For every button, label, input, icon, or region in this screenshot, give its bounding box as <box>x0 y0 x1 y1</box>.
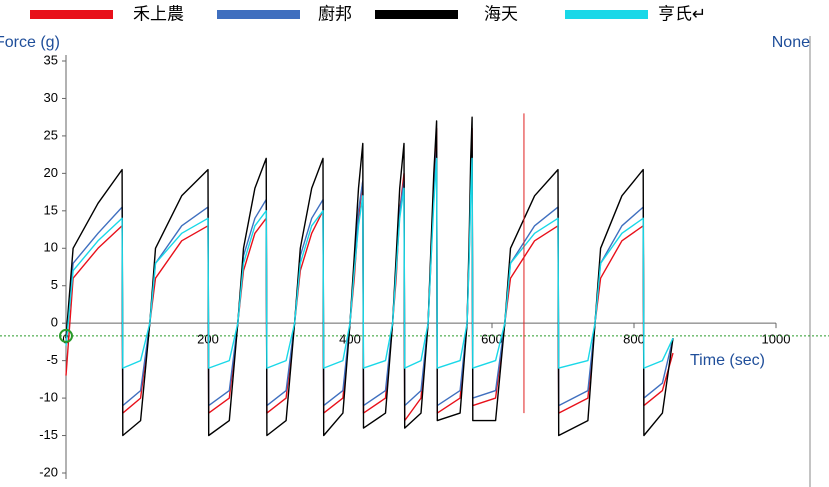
legend-label: 海天 <box>484 4 518 23</box>
series-line <box>65 157 674 369</box>
y-tick-label: 15 <box>44 202 58 217</box>
x-tick-label: 600 <box>481 332 503 347</box>
x-tick-label: 1000 <box>762 332 791 347</box>
y-tick-label: 20 <box>44 165 58 180</box>
legend-swatch <box>375 10 458 19</box>
y-tick-label: 30 <box>44 90 58 105</box>
y-tick-label: -15 <box>39 427 58 442</box>
y-tick-label: -10 <box>39 390 58 405</box>
y-tick-label: 35 <box>44 52 58 67</box>
series-line <box>65 150 674 407</box>
legend-label: 亨氏↵ <box>658 4 706 23</box>
legend-swatch <box>565 10 648 19</box>
legend-label: 廚邦 <box>318 3 352 23</box>
y-axis-title: Force (g) <box>0 34 60 51</box>
x-axis-title: Time (sec) <box>690 352 765 369</box>
origin-marker <box>59 328 73 343</box>
y-tick-label: -5 <box>46 352 58 367</box>
y-tick-label: 5 <box>51 277 58 292</box>
y2-axis-title: None <box>772 34 810 51</box>
x-tick-label: 400 <box>339 332 361 347</box>
y-tick-label: 25 <box>44 127 58 142</box>
y-tick-label: 10 <box>44 240 58 255</box>
legend-label: 禾上農 <box>133 4 184 23</box>
legend-swatch <box>217 10 300 19</box>
legend-swatch <box>30 10 113 19</box>
y-tick-label: -20 <box>39 464 58 479</box>
y-tick-label: 0 <box>51 315 58 330</box>
x-tick-label: 800 <box>623 332 645 347</box>
series-line <box>65 127 674 422</box>
